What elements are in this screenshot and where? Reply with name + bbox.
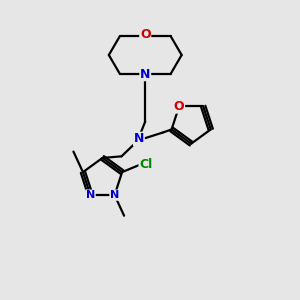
Text: Cl: Cl <box>139 158 152 171</box>
Text: N: N <box>86 190 95 200</box>
Text: N: N <box>134 132 144 146</box>
Text: O: O <box>140 28 151 41</box>
Text: N: N <box>110 190 119 200</box>
Text: N: N <box>140 68 150 80</box>
Text: O: O <box>174 100 184 113</box>
